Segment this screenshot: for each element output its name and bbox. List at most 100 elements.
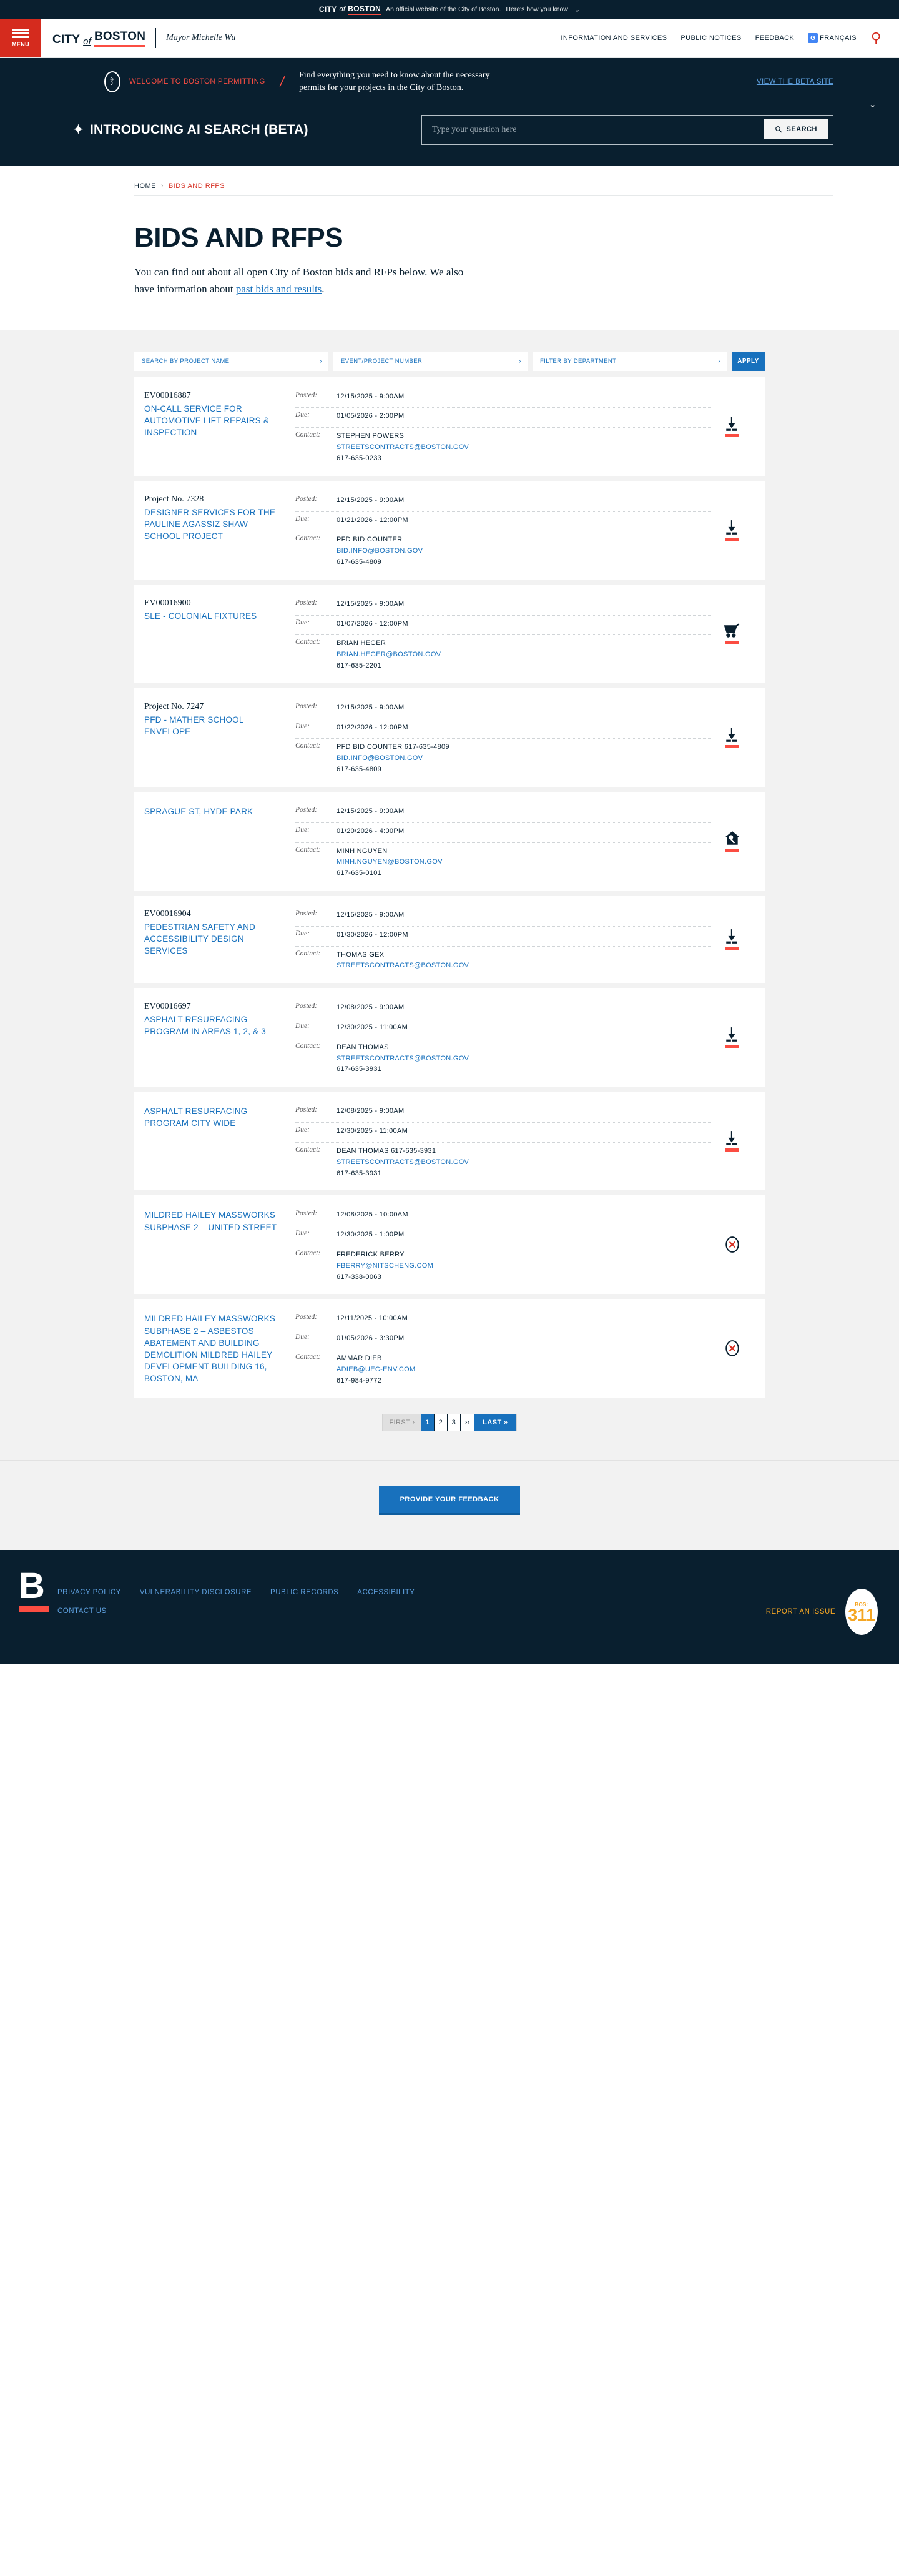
posted-label: Posted: [295, 806, 318, 814]
pagination-next-ellipsis[interactable]: ›› [460, 1414, 475, 1431]
footer-logo-bar [19, 1606, 49, 1613]
listing-title-link[interactable]: ON-CALL SERVICE FOR AUTOMOTIVE LIFT REPA… [144, 403, 270, 437]
listing-row: MILDRED HAILEY MASSWORKS SUBPHASE 2 – AS… [134, 1299, 765, 1398]
footer-link-accessibility[interactable]: ACCESSIBILITY [357, 1589, 415, 1597]
menu-button[interactable]: MENU [0, 19, 41, 57]
listing-posted-row: Posted: 12/08/2025 - 9:00AM [295, 999, 712, 1020]
past-bids-and-results-link[interactable]: past bids and results [235, 283, 322, 295]
city-of-boston-logo[interactable]: CITY of BOSTON [52, 30, 146, 47]
listing-identity: MILDRED HAILEY MASSWORKS SUBPHASE 2 – AS… [144, 1310, 280, 1384]
listing-contact-email[interactable]: BID.INFO@BOSTON.GOV [337, 754, 423, 762]
posted-label: Posted: [295, 909, 318, 917]
provide-feedback-button[interactable]: PROVIDE YOUR FEEDBACK [378, 1486, 521, 1516]
listing-title-link[interactable]: PEDESTRIAN SAFETY AND ACCESSIBILITY DESI… [144, 922, 255, 956]
search-icon[interactable] [870, 31, 884, 45]
listing-title-link[interactable]: PFD - MATHER SCHOOL ENVELOPE [144, 714, 244, 736]
brand-divider [155, 28, 157, 48]
listing-action-icon[interactable] [712, 623, 752, 644]
listing-contact-email[interactable]: BRIAN.HEGER@BOSTON.GOV [337, 651, 441, 659]
listing-title-link[interactable]: SPRAGUE ST, HYDE PARK [144, 806, 253, 816]
nav-feedback[interactable]: FEEDBACK [755, 34, 795, 42]
listing-title-link[interactable]: ASPHALT RESURFACING PROGRAM CITY WIDE [144, 1107, 248, 1128]
listing-title-link[interactable]: MILDRED HAILEY MASSWORKS SUBPHASE 2 – UN… [144, 1210, 277, 1232]
gov-logo-city: CITY [318, 5, 337, 14]
listing-action-icon[interactable] [712, 727, 752, 748]
listing-contact-email[interactable]: MINH.NGUYEN@BOSTON.GOV [337, 858, 443, 866]
pagination-page-3[interactable]: 3 [447, 1414, 461, 1431]
chevron-right-icon: › [320, 357, 322, 365]
listing-contact-email[interactable]: STREETSCONTRACTS@BOSTON.GOV [337, 1158, 469, 1166]
listing-title-link[interactable]: MILDRED HAILEY MASSWORKS SUBPHASE 2 – AS… [144, 1314, 276, 1384]
nav-public-notices[interactable]: PUBLIC NOTICES [680, 34, 742, 42]
listing-contact-email[interactable]: STREETSCONTRACTS@BOSTON.GOV [337, 1054, 469, 1062]
posted-label: Posted: [295, 702, 318, 710]
listing-contact-email[interactable]: BID.INFO@BOSTON.GOV [337, 547, 423, 555]
banner-collapse-chevron-icon[interactable]: ⌄ [868, 99, 877, 110]
due-label: Due: [295, 515, 310, 523]
listing-details: Posted: 12/15/2025 - 9:00AM Due: 01/30/2… [280, 907, 712, 972]
listing-action-icon[interactable] [712, 1236, 752, 1253]
listing-posted-value: 12/11/2025 - 10:00AM [337, 1315, 408, 1323]
download-icon [726, 1027, 737, 1042]
listing-action-icon[interactable] [712, 831, 752, 852]
footer-link-contact-us[interactable]: CONTACT US [57, 1607, 107, 1616]
listing-due-value: 01/30/2026 - 12:00PM [337, 930, 408, 939]
ai-search-input[interactable] [432, 124, 764, 135]
pagination-first[interactable]: FIRST › [383, 1414, 421, 1431]
pagination-last[interactable]: LAST » [474, 1414, 516, 1431]
ai-search-button[interactable]: SEARCH [763, 119, 828, 141]
listing-action-icon[interactable] [712, 1130, 752, 1152]
listing-contact-email[interactable]: STREETSCONTRACTS@BOSTON.GOV [337, 962, 469, 970]
listing-action-icon[interactable] [712, 416, 752, 437]
listing-number: Project No. 7328 [144, 494, 204, 504]
footer-link-privacy-policy[interactable]: PRIVACY POLICY [57, 1589, 121, 1597]
listing-posted-value: 12/15/2025 - 9:00AM [337, 392, 405, 400]
listing-due-value: 01/05/2026 - 2:00PM [337, 412, 405, 420]
pagination-page-2[interactable]: 2 [434, 1414, 448, 1431]
pagination-page-1[interactable]: 1 [421, 1414, 435, 1431]
listing-posted-row: Posted: 12/15/2025 - 9:00AM [295, 596, 712, 616]
nav-information-and-services[interactable]: INFORMATION AND SERVICES [561, 34, 667, 42]
listing-contact-row: Contact: THOMAS GEX STREETSCONTRACTS@BOS… [295, 947, 712, 972]
listing-due-row: Due: 01/21/2026 - 12:00PM [295, 512, 712, 532]
view-beta-site-link[interactable]: VIEW THE BETA SITE [756, 78, 833, 86]
listing-action-icon[interactable] [712, 929, 752, 950]
listing-action-icon[interactable] [712, 1027, 752, 1049]
listing-contact-email[interactable]: FBERRY@NITSCHENG.COM [337, 1261, 434, 1270]
listing-contact-row: Contact: MINH NGUYEN MINH.NGUYEN@BOSTON.… [295, 843, 712, 879]
ai-search-button-label: SEARCH [786, 125, 817, 133]
filter-event-number[interactable]: EVENT/PROJECT NUMBER › [333, 351, 528, 371]
gov-logo-boston: BOSTON [348, 4, 381, 15]
listing-posted-value: 12/15/2025 - 9:00AM [337, 600, 405, 608]
bos-311-badge[interactable]: BOS: 311 [845, 1589, 878, 1636]
due-label: Due: [295, 411, 310, 419]
listing-contact-email[interactable]: ADIEB@UEC-ENV.COM [337, 1365, 416, 1373]
how-you-know-link[interactable]: Here's how you know [506, 6, 568, 13]
listing-action-icon[interactable] [712, 1340, 752, 1357]
breadcrumb-current: BIDS AND RFPS [168, 182, 225, 190]
report-an-issue-link[interactable]: REPORT AN ISSUE [765, 1608, 835, 1616]
breadcrumb: HOME › BIDS AND RFPS [134, 182, 833, 196]
listing-details: Posted: 12/15/2025 - 9:00AM Due: 01/21/2… [280, 492, 712, 568]
nav-language-francais[interactable]: G FRANÇAIS [808, 33, 857, 43]
chevron-right-icon: › [718, 357, 720, 365]
intro-text-after: . [322, 283, 325, 295]
listing-contact-phone: 617-635-3931 [337, 1169, 382, 1177]
listings-list: EV00016887 ON-CALL SERVICE FOR AUTOMOTIV… [134, 377, 765, 1398]
footer-link-vulnerability-disclosure[interactable]: VULNERABILITY DISCLOSURE [139, 1589, 252, 1597]
listing-contact-row: Contact: PFD BID COUNTER 617-635-4809 BI… [295, 739, 712, 775]
apply-filters-button[interactable]: APPLY [732, 351, 765, 371]
breadcrumb-home[interactable]: HOME [134, 182, 156, 190]
footer-links: PRIVACY POLICY VULNERABILITY DISCLOSURE … [57, 1571, 501, 1615]
listing-title-link[interactable]: SLE - COLONIAL FIXTURES [144, 611, 257, 621]
footer-link-public-records[interactable]: PUBLIC RECORDS [270, 1589, 339, 1597]
listing-title-link[interactable]: ASPHALT RESURFACING PROGRAM IN AREAS 1, … [144, 1015, 267, 1037]
permit-seal-icon [104, 71, 120, 93]
filter-department[interactable]: FILTER BY DEPARTMENT › [533, 351, 727, 371]
chevron-down-icon[interactable]: ⌄ [574, 6, 581, 14]
google-translate-icon: G [808, 33, 818, 43]
listing-contact-email[interactable]: STREETSCONTRACTS@BOSTON.GOV [337, 443, 469, 452]
filter-project-name[interactable]: SEARCH BY PROJECT NAME › [134, 351, 328, 371]
listing-title-link[interactable]: DESIGNER SERVICES FOR THE PAULINE AGASSI… [144, 507, 276, 541]
listing-action-icon[interactable] [712, 520, 752, 541]
